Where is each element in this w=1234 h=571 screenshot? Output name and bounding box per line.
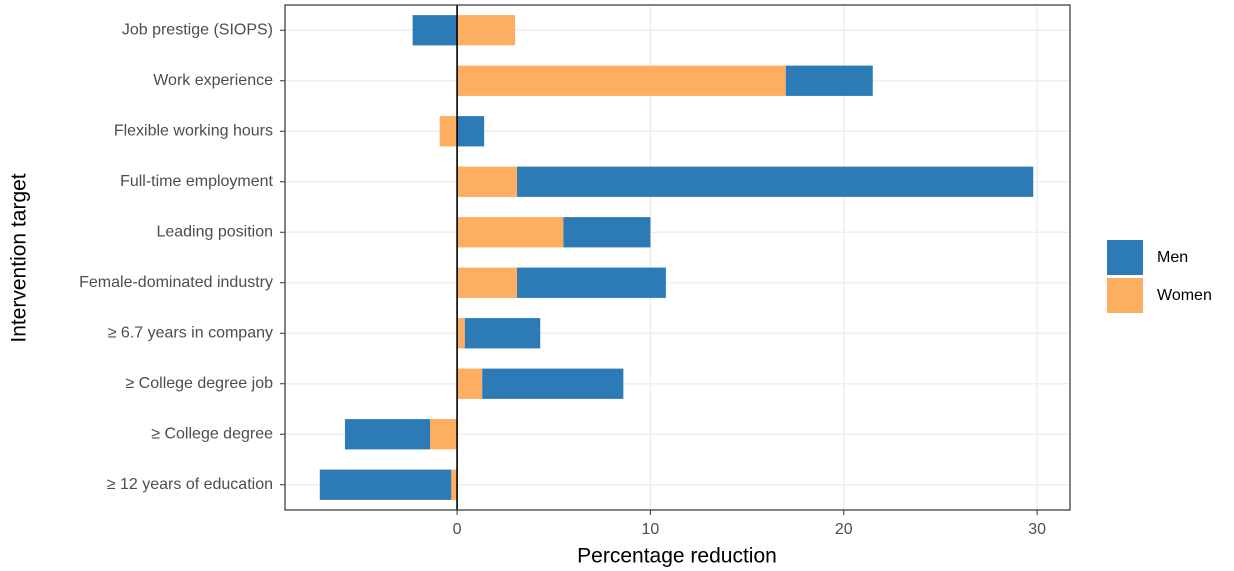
y-tick-label: Leading position (156, 223, 273, 240)
bar (451, 469, 458, 500)
bar (457, 267, 518, 298)
bar (457, 166, 518, 197)
y-tick-label: ≥ College degree job (125, 375, 273, 392)
bar (457, 65, 786, 96)
bar (517, 267, 666, 298)
plot-border (284, 4, 1071, 511)
x-axis-title: Percentage reduction (577, 545, 777, 568)
y-tick-label: Flexible working hours (114, 122, 273, 139)
y-tick-label: Full-time employment (120, 173, 273, 190)
bar (344, 419, 431, 450)
x-tick-label: 30 (1028, 521, 1046, 538)
x-tick-label: 0 (453, 521, 462, 538)
y-tick-label: Job prestige (SIOPS) (122, 21, 273, 38)
x-tick-label: 10 (642, 521, 660, 538)
y-tick-label: ≥ 12 years of education (107, 476, 273, 493)
y-tick-label: ≥ College degree (151, 425, 273, 442)
bar (457, 318, 465, 349)
x-tick-label: 20 (835, 521, 853, 538)
y-axis-title: Intervention target (8, 173, 31, 342)
bar (785, 65, 873, 96)
bar (457, 368, 483, 399)
bar (412, 15, 458, 46)
y-tick-label: Work experience (153, 72, 273, 89)
bar (457, 15, 516, 46)
bar (482, 368, 624, 399)
bar (517, 166, 1034, 197)
bar (439, 116, 458, 147)
legend-swatch (1107, 240, 1143, 275)
legend-swatch (1107, 278, 1143, 313)
bar (319, 469, 452, 500)
bar (430, 419, 458, 450)
bar (563, 217, 651, 248)
bar (464, 318, 541, 349)
y-tick-label: ≥ 6.7 years in company (108, 324, 273, 341)
legend-label: Women (1157, 287, 1212, 304)
bar (457, 116, 485, 147)
legend-label: Men (1157, 249, 1188, 266)
bar (457, 217, 564, 248)
y-tick-label: Female-dominated industry (79, 274, 273, 291)
